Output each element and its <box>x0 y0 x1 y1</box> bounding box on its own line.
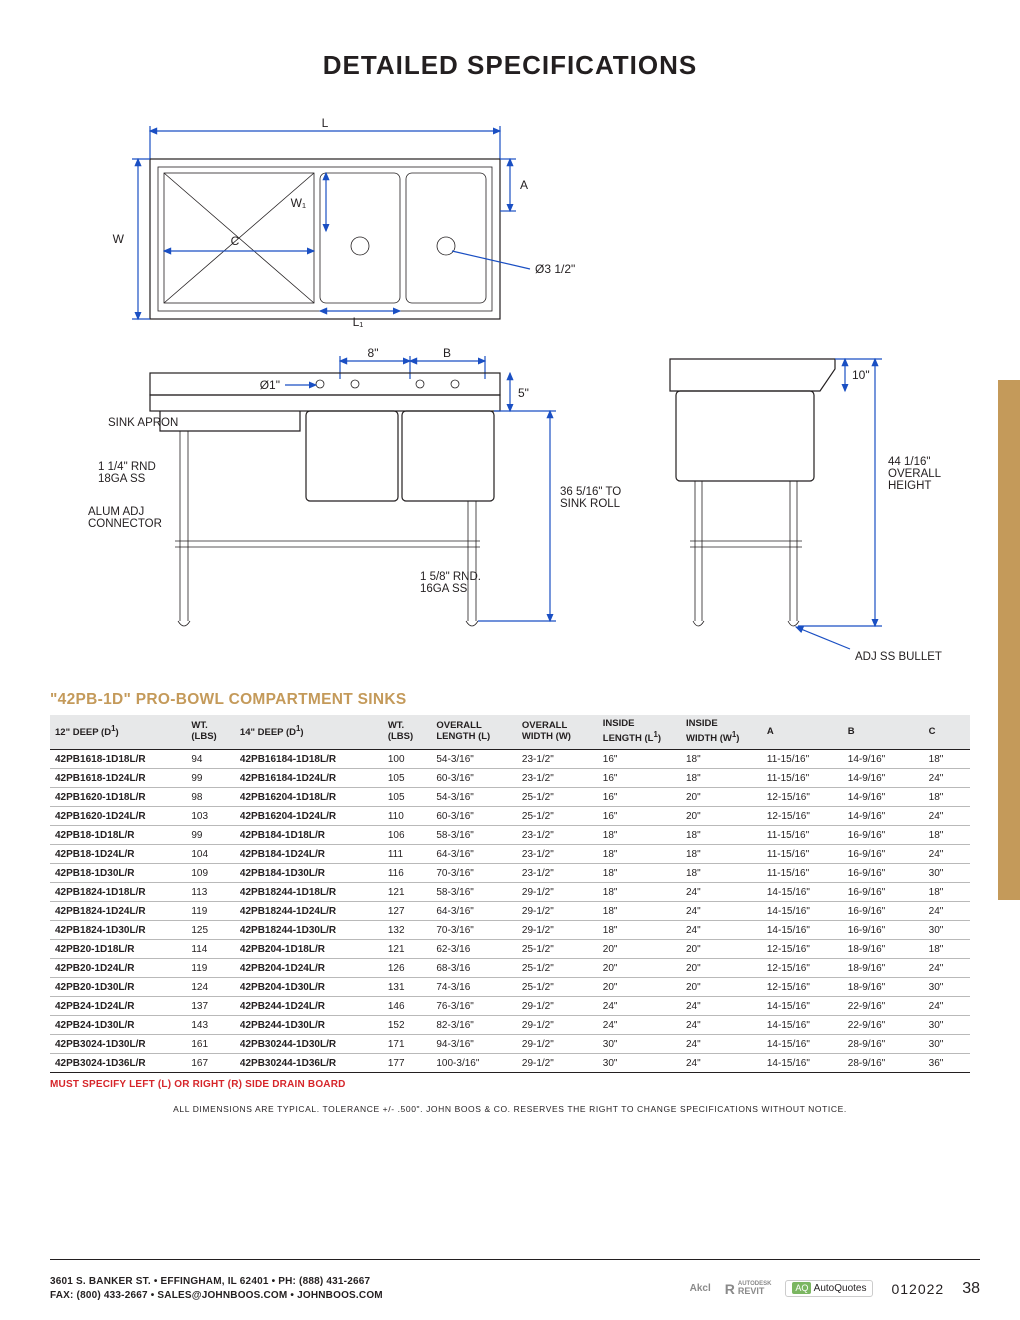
table-row: 42PB20-1D18L/R11442PB204-1D18L/R12162-3/… <box>50 940 970 959</box>
table-row: 42PB1824-1D18L/R11342PB18244-1D18L/R1215… <box>50 883 970 902</box>
svg-text:B: B <box>443 346 451 360</box>
tolerance-note: ALL DIMENSIONS ARE TYPICAL. TOLERANCE +/… <box>0 1104 1020 1114</box>
table-row: 42PB18-1D30L/R10942PB184-1D30L/R11670-3/… <box>50 864 970 883</box>
footer-contact: 3601 S. BANKER ST. • EFFINGHAM, IL 62401… <box>50 1275 383 1302</box>
col-header: INSIDEWIDTH (W1) <box>681 715 762 750</box>
table-row: 42PB20-1D24L/R11942PB204-1D24L/R12668-3/… <box>50 959 970 978</box>
col-header: 12" DEEP (D1) <box>50 715 186 750</box>
svg-text:C: C <box>231 234 240 248</box>
table-row: 42PB20-1D30L/R12442PB204-1D30L/R13174-3/… <box>50 978 970 997</box>
page-footer: 3601 S. BANKER ST. • EFFINGHAM, IL 62401… <box>0 1275 1020 1302</box>
table-row: 42PB18-1D18L/R9942PB184-1D18L/R10658-3/1… <box>50 826 970 845</box>
svg-text:8": 8" <box>368 346 379 360</box>
svg-text:Ø1": Ø1" <box>260 378 280 392</box>
table-row: 42PB24-1D24L/R13742PB244-1D24L/R14676-3/… <box>50 997 970 1016</box>
lbl-sinkroll: 36 5/16" TO SINK ROLL <box>560 486 621 510</box>
spec-table: 12" DEEP (D1)WT.(LBS)14" DEEP (D1)WT.(LB… <box>50 715 970 1073</box>
lbl-rnd18: 1 1/4" RND 18GA SS <box>98 461 156 485</box>
svg-text:W: W <box>113 232 125 246</box>
side-accent-bar <box>998 380 1020 900</box>
lbl-sink-apron: SINK APRON <box>108 417 178 429</box>
logo-revit: R AUTODESK REVIT <box>725 1281 772 1297</box>
col-header: INSIDELENGTH (L1) <box>598 715 681 750</box>
svg-text:A: A <box>520 178 528 192</box>
svg-text:5": 5" <box>518 386 529 400</box>
footer-rule <box>50 1259 980 1260</box>
table-row: 42PB18-1D24L/R10442PB184-1D24L/R11164-3/… <box>50 845 970 864</box>
table-row: 42PB3024-1D36L/R16742PB30244-1D36L/R1771… <box>50 1054 970 1073</box>
footer-date: 012022 <box>891 1281 944 1297</box>
table-row: 42PB1620-1D18L/R9842PB16204-1D18L/R10554… <box>50 788 970 807</box>
table-title: "42PB-1D" PRO-BOWL COMPARTMENT SINKS <box>50 691 1020 709</box>
svg-text:W₁: W₁ <box>291 196 306 210</box>
page-title: DETAILED SPECIFICATIONS <box>0 0 1020 111</box>
table-row: 42PB1824-1D30L/R12542PB18244-1D30L/R1327… <box>50 921 970 940</box>
svg-text:10": 10" <box>852 368 870 382</box>
col-header: B <box>843 715 924 750</box>
logo-autoquotes: AQ AutoQuotes <box>785 1280 873 1297</box>
red-note: MUST SPECIFY LEFT (L) OR RIGHT (R) SIDE … <box>50 1079 1020 1090</box>
col-header: C <box>924 715 970 750</box>
table-row: 42PB1620-1D24L/R10342PB16204-1D24L/R1106… <box>50 807 970 826</box>
table-row: 42PB24-1D30L/R14342PB244-1D30L/R15282-3/… <box>50 1016 970 1035</box>
table-row: 42PB3024-1D30L/R16142PB30244-1D30L/R1719… <box>50 1035 970 1054</box>
svg-text:Ø3 1/2": Ø3 1/2" <box>535 262 575 276</box>
col-header: WT.(LBS) <box>186 715 235 750</box>
col-header: WT.(LBS) <box>383 715 432 750</box>
logo-akcl: Akcl <box>690 1283 711 1294</box>
table-row: 42PB1618-1D24L/R9942PB16184-1D24L/R10560… <box>50 769 970 788</box>
svg-text:L: L <box>322 116 329 130</box>
table-row: 42PB1618-1D18L/R9442PB16184-1D18L/R10054… <box>50 750 970 769</box>
col-header: A <box>762 715 843 750</box>
lbl-rnd16: 1 5/8" RND. 16GA SS <box>420 571 481 595</box>
lbl-adj-bullet: ADJ SS BULLET <box>855 651 942 663</box>
svg-text:L₁: L₁ <box>353 315 364 329</box>
footer-page: 38 <box>962 1280 980 1298</box>
col-header: 14" DEEP (D1) <box>235 715 383 750</box>
col-header: OVERALLWIDTH (W) <box>517 715 598 750</box>
spec-diagram: L A W C W₁ L₁ Ø3 1/2" <box>70 111 950 681</box>
col-header: OVERALLLENGTH (L) <box>431 715 517 750</box>
lbl-overall-h: 44 1/16" OVERALL HEIGHT <box>888 456 941 492</box>
table-row: 42PB1824-1D24L/R11942PB18244-1D24L/R1276… <box>50 902 970 921</box>
lbl-alum: ALUM ADJ CONNECTOR <box>88 506 162 530</box>
footer-logos: Akcl R AUTODESK REVIT AQ AutoQuotes <box>690 1280 874 1297</box>
